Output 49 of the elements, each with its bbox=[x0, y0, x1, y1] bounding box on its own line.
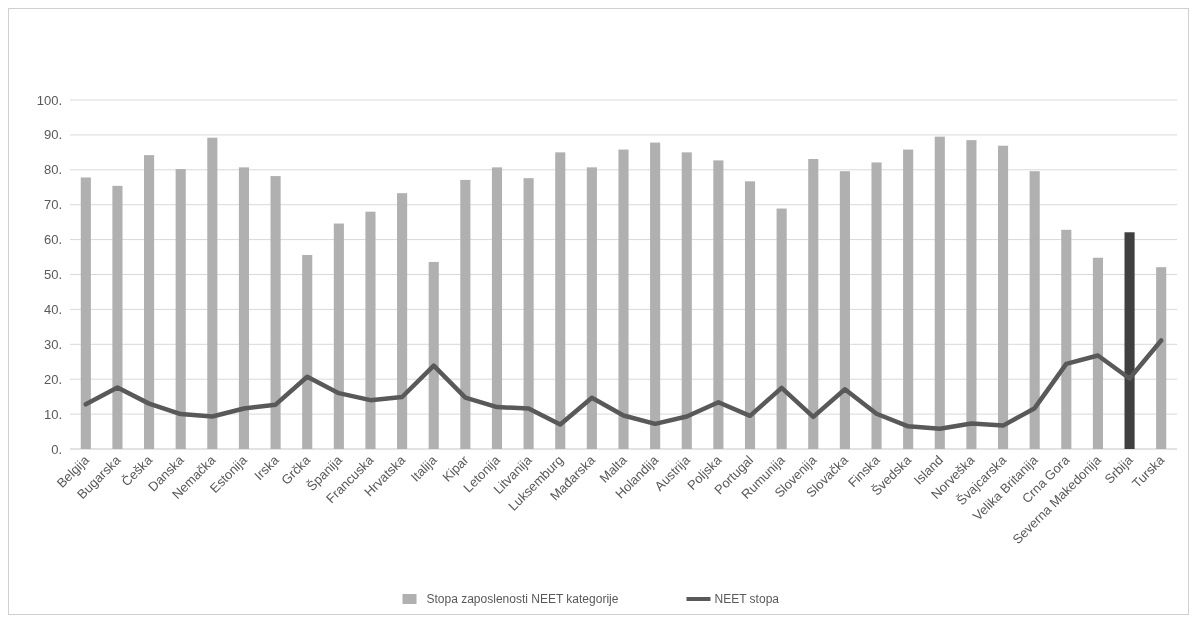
bar bbox=[650, 142, 661, 449]
y-tick-label: 20. bbox=[43, 371, 62, 387]
y-tick-label: 100. bbox=[36, 92, 62, 108]
bar bbox=[966, 140, 977, 449]
bar bbox=[997, 145, 1009, 449]
y-tick-label: 0. bbox=[51, 441, 62, 457]
y-tick-label: 60. bbox=[43, 232, 62, 248]
bar bbox=[523, 178, 534, 449]
y-tick-label: 50. bbox=[43, 267, 62, 283]
bar bbox=[207, 137, 218, 449]
bar bbox=[302, 254, 313, 449]
y-tick-label: 80. bbox=[43, 162, 62, 178]
bar bbox=[681, 152, 692, 449]
bar bbox=[1029, 171, 1040, 449]
bar bbox=[1061, 229, 1072, 449]
line-series bbox=[83, 338, 1164, 432]
y-tick-label: 70. bbox=[43, 197, 62, 213]
bar bbox=[428, 261, 439, 449]
bar bbox=[808, 158, 819, 449]
y-tick-label: 30. bbox=[43, 336, 62, 352]
bar bbox=[270, 176, 281, 449]
bar bbox=[112, 185, 123, 449]
bar bbox=[713, 160, 724, 449]
bar bbox=[776, 208, 787, 449]
bar bbox=[1156, 267, 1167, 449]
bar bbox=[839, 171, 850, 449]
bar bbox=[491, 167, 503, 449]
bar bbox=[460, 179, 471, 449]
bar bbox=[618, 149, 629, 449]
bar bbox=[144, 155, 155, 449]
y-tick-label: 40. bbox=[43, 301, 62, 317]
bar bbox=[1124, 232, 1135, 449]
bar bbox=[175, 169, 186, 449]
bar bbox=[555, 152, 566, 449]
bar bbox=[333, 223, 344, 449]
bar bbox=[903, 149, 914, 449]
bar bbox=[934, 136, 945, 449]
y-tick-label: 90. bbox=[43, 127, 62, 143]
bar bbox=[238, 167, 250, 449]
bar bbox=[365, 211, 376, 449]
legend-label: NEET stopa bbox=[714, 592, 780, 607]
bar bbox=[744, 181, 756, 449]
bar bbox=[397, 193, 408, 449]
bar bbox=[80, 177, 91, 449]
bar bbox=[1092, 257, 1103, 449]
y-tick-label: 10. bbox=[43, 406, 62, 422]
bar bbox=[586, 167, 597, 449]
bar bbox=[871, 162, 882, 449]
legend-label: Stopa zaposlenosti NEET kategorije bbox=[426, 592, 619, 607]
